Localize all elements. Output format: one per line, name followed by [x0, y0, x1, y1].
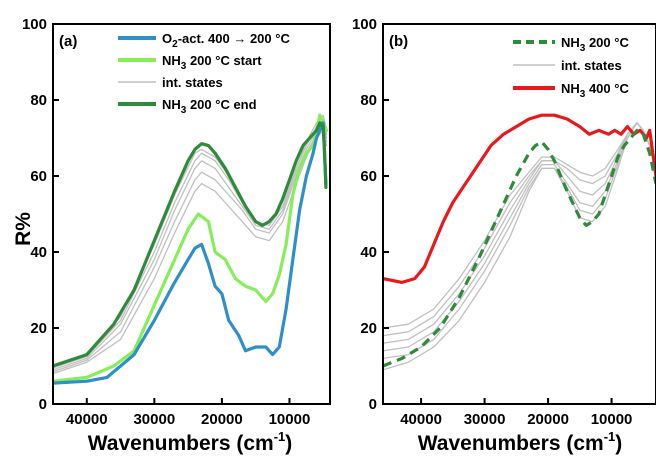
x-tick-label: 10000	[591, 411, 633, 428]
series-line-NH3-400-6	[383, 113, 656, 284]
y-tick-label: 100	[352, 16, 377, 33]
y-tick-label: 40	[30, 244, 47, 261]
x-tick-label: 30000	[133, 411, 175, 428]
panel-b-xlabel: Wavenumbers (cm-1)	[418, 429, 623, 455]
legend-label: NH3 200 °C end	[162, 97, 257, 116]
x-tick-label: 40000	[400, 411, 442, 428]
y-tick-label: 80	[360, 92, 377, 109]
series-line-int-3	[383, 122, 656, 344]
legend-label: NH3 400 °C	[561, 81, 629, 100]
x-tick-label: 30000	[464, 411, 506, 428]
y-tick-label: 60	[30, 168, 47, 185]
legend-label: NH3 200 °C start	[162, 53, 262, 72]
x-tick-label: 10000	[269, 411, 311, 428]
panel-frame	[382, 23, 656, 405]
series-line-int-5	[383, 122, 656, 329]
x-tick-label: 40000	[66, 411, 108, 428]
series-line-int-3	[53, 118, 328, 369]
panel-0-series	[53, 113, 329, 385]
legend-label: NH3 200 °C	[561, 35, 629, 54]
y-tick-label: 80	[30, 92, 47, 109]
x-tick-label: 20000	[527, 411, 569, 428]
series-line-int-2	[53, 122, 328, 371]
y-tick-label: 40	[360, 244, 377, 261]
panel-1-series	[383, 113, 656, 371]
y-tick-label: 60	[360, 168, 377, 185]
panel-label: (b)	[389, 33, 408, 50]
y-tick-label: 0	[369, 396, 377, 413]
series-line-start-5	[53, 113, 329, 383]
series-line-int-0	[53, 129, 328, 375]
panel-b: Wavenumbers (cm-1) 0 20 40 60 80 100 40000 3000…	[352, 16, 656, 455]
panel-a-ylabel: R%	[12, 212, 35, 246]
series-line-end-7	[53, 121, 328, 368]
y-tick-label: 20	[30, 320, 47, 337]
panel-label: (a)	[59, 33, 77, 50]
panel-a-xlabel: Wavenumbers (cm-1)	[88, 429, 293, 455]
legend-label: O2-act. 400 → 200 °C	[162, 31, 290, 50]
y-tick-label: 100	[22, 16, 47, 33]
y-tick-label: 20	[360, 320, 377, 337]
legend-label: int. states	[162, 75, 223, 90]
legend-label: int. states	[561, 58, 622, 73]
panel-a: R% Wavenumbers (cm-1) 0 20 40 60 80 100 40000 3…	[12, 16, 331, 455]
panel-frame	[52, 23, 331, 405]
series-line-int-0	[383, 122, 656, 371]
series-line-O2-6	[53, 121, 328, 385]
y-tick-label: 0	[39, 396, 47, 413]
x-tick-label: 20000	[201, 411, 243, 428]
